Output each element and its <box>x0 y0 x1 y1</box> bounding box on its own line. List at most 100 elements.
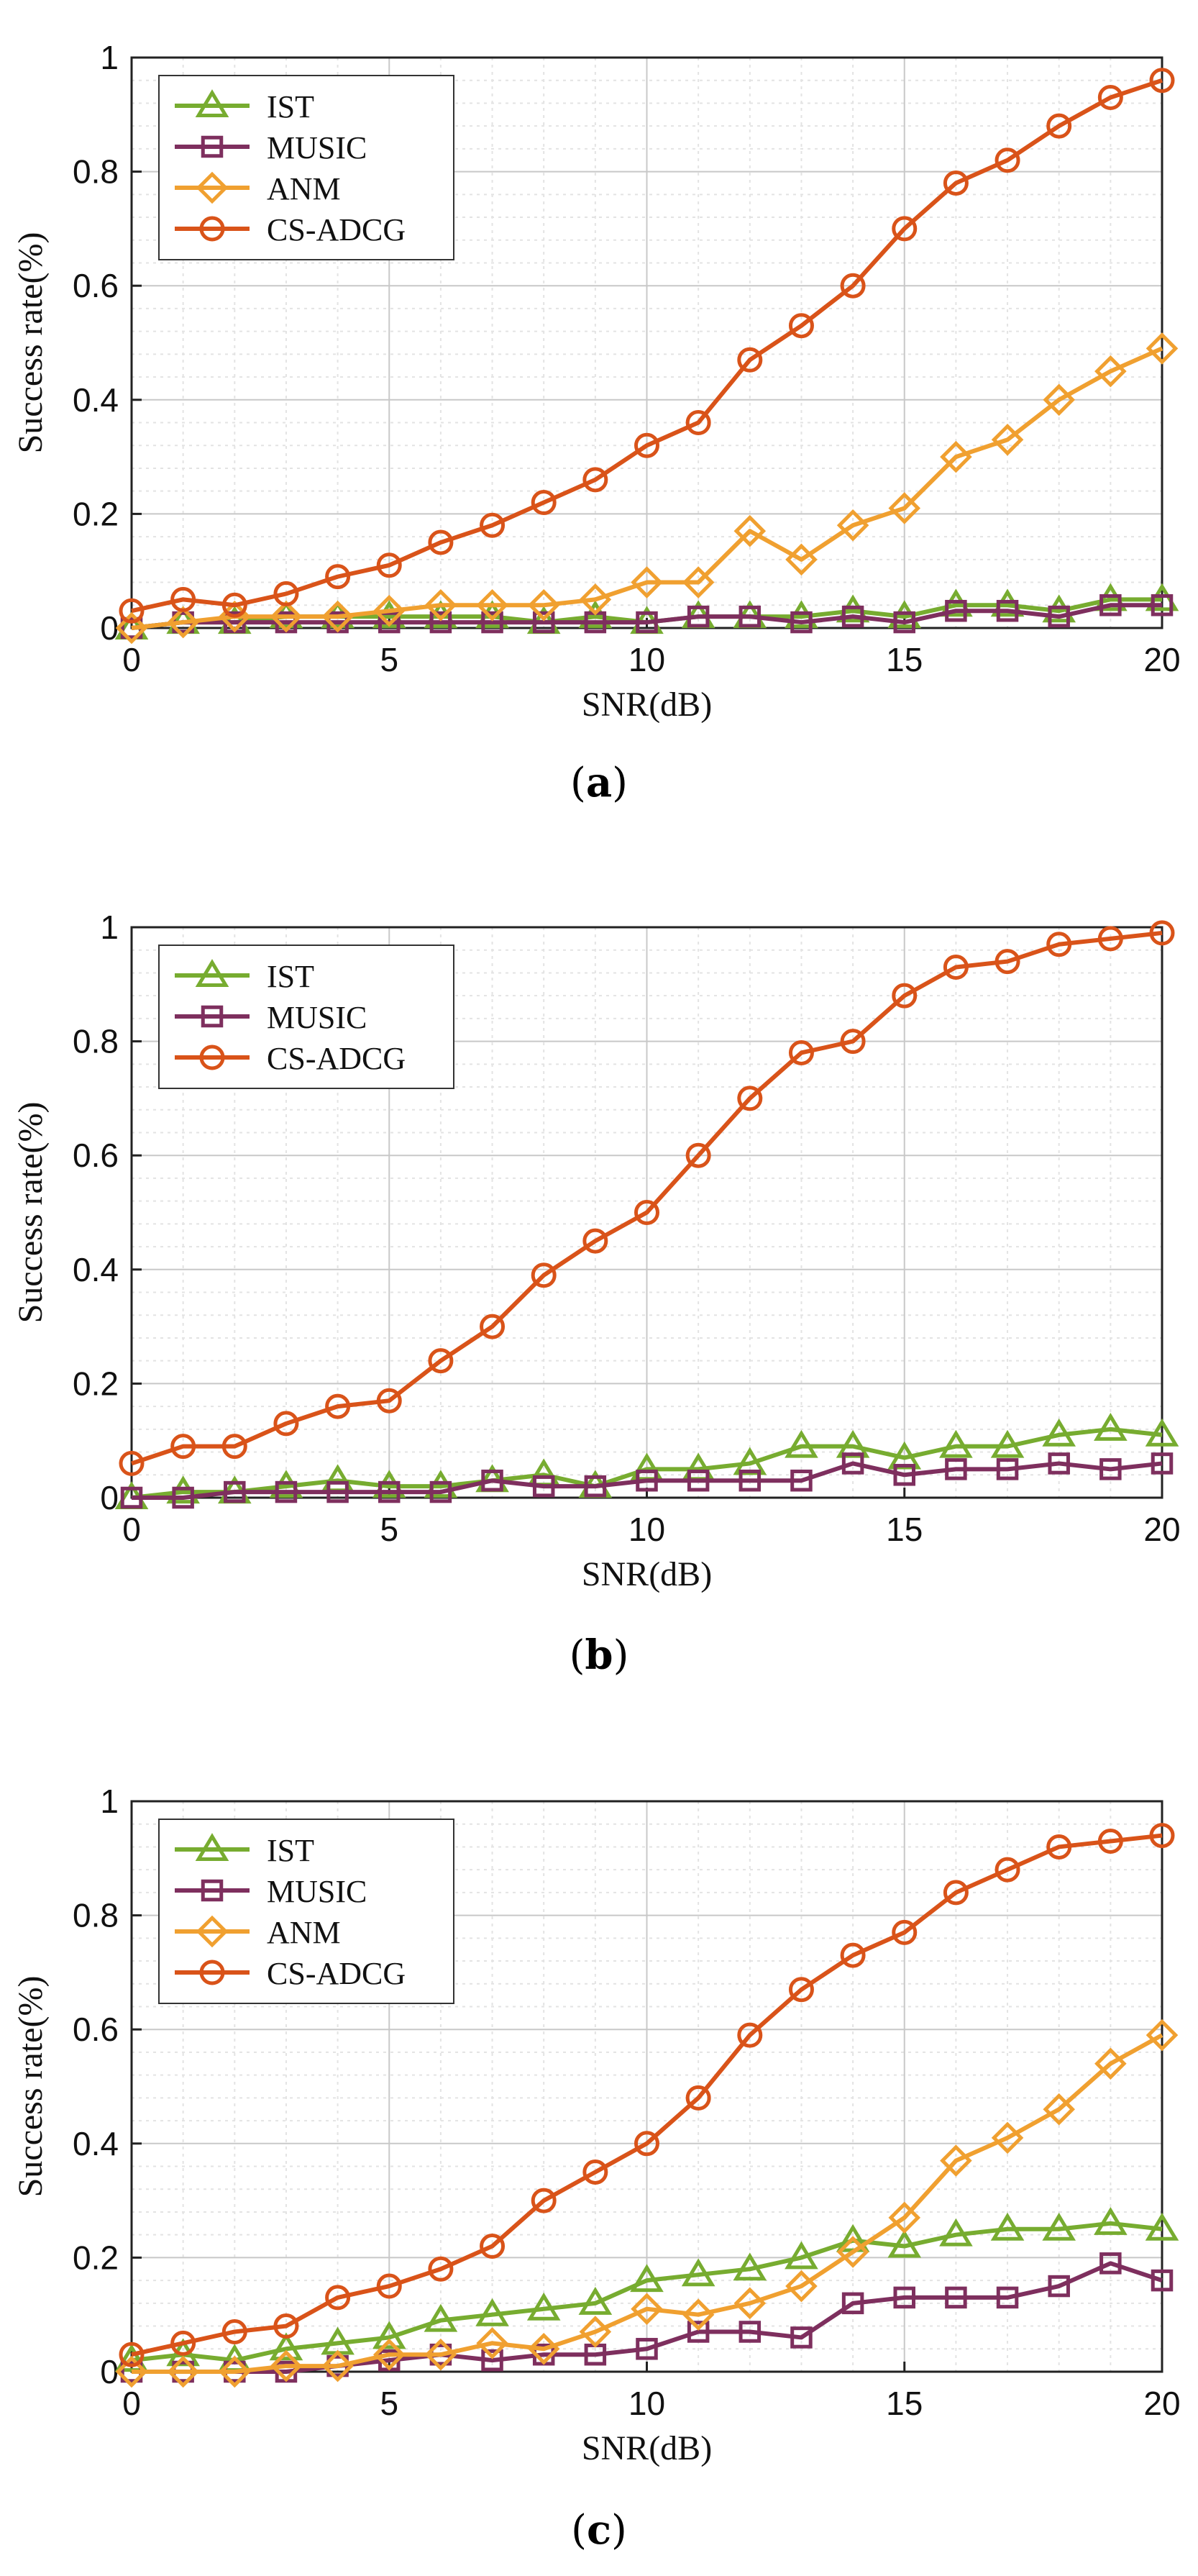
data-point <box>1048 605 1070 628</box>
y-axis-label: Success rate(%) <box>12 1976 50 2198</box>
data-point <box>945 1458 967 1480</box>
data-point <box>836 594 870 623</box>
data-point <box>888 2201 921 2234</box>
series-music <box>120 1452 1174 1509</box>
data-point <box>945 599 967 622</box>
data-point <box>1145 2212 1179 2241</box>
data-point <box>790 611 813 634</box>
data-point <box>481 1469 503 1492</box>
data-point <box>1043 383 1075 417</box>
data-point <box>475 600 509 629</box>
data-point <box>788 1039 814 1065</box>
data-point <box>1145 583 1179 611</box>
legend-item-anm: ANM <box>175 1915 341 1950</box>
data-point <box>631 2293 663 2326</box>
legend-marker <box>199 1960 225 1985</box>
x-axis-label: SNR(dB) <box>582 2429 712 2467</box>
data-point <box>1046 1834 1072 1860</box>
data-point <box>994 1857 1020 1883</box>
data-point <box>1046 932 1072 957</box>
data-point <box>429 611 452 634</box>
data-point <box>634 2131 659 2157</box>
data-point <box>681 2258 715 2287</box>
data-point <box>788 1977 814 2003</box>
legend-label: IST <box>267 89 314 124</box>
x-axis-label: SNR(dB) <box>582 686 712 724</box>
data-point <box>1146 332 1179 365</box>
data-point <box>631 566 663 599</box>
data-point <box>1151 2269 1174 2292</box>
x-tick-label: 20 <box>1143 2385 1180 2422</box>
data-point <box>1094 2206 1128 2235</box>
series-cs-adcg <box>119 1823 1175 2367</box>
series-anm <box>115 332 1179 645</box>
data-point <box>428 1348 454 1374</box>
data-point <box>887 2229 922 2258</box>
data-point <box>737 1086 763 1111</box>
data-point <box>1097 85 1123 111</box>
y-tick-label: 0.8 <box>73 153 119 191</box>
data-point <box>424 2303 458 2332</box>
data-point <box>892 216 918 242</box>
data-point <box>579 583 612 616</box>
x-tick-label: 20 <box>1143 1511 1180 1548</box>
legend-label: CS-ADCG <box>267 1041 406 1076</box>
data-point <box>841 1452 864 1475</box>
y-tick-label: 0.2 <box>73 2239 119 2276</box>
data-point <box>1149 920 1175 946</box>
data-point <box>578 2286 613 2315</box>
legend-item-cs-adcg: CS-ADCG <box>175 1956 406 1991</box>
data-point <box>275 1480 298 1503</box>
data-point <box>790 1469 813 1492</box>
data-point <box>475 2298 509 2326</box>
legend-marker <box>196 1915 229 1948</box>
data-point <box>578 600 613 629</box>
data-point <box>1097 926 1123 952</box>
data-point <box>939 2218 973 2247</box>
data-point <box>120 1486 143 1509</box>
data-point <box>990 2212 1025 2241</box>
legend-marker <box>195 1833 229 1861</box>
y-axis-label: Success rate(%) <box>12 232 50 454</box>
data-point <box>376 2273 402 2299</box>
data-point <box>1043 2093 1075 2126</box>
data-point <box>785 600 818 629</box>
data-point <box>273 1411 299 1437</box>
data-point <box>480 2234 506 2259</box>
data-point <box>532 1475 555 1498</box>
data-point <box>685 410 711 436</box>
y-tick-label: 1 <box>100 1783 119 1820</box>
data-point <box>273 581 299 606</box>
data-point <box>1099 594 1122 616</box>
data-point <box>424 1470 458 1498</box>
data-point <box>996 1458 1019 1480</box>
y-tick-label: 1 <box>100 39 119 76</box>
data-point <box>526 2292 561 2321</box>
data-point <box>372 2338 406 2371</box>
data-point <box>378 1480 401 1503</box>
data-point <box>737 347 763 373</box>
data-point <box>372 1470 406 1498</box>
data-point <box>940 2144 972 2177</box>
data-point <box>172 1486 194 1509</box>
legend-item-anm: ANM <box>175 171 341 206</box>
data-point <box>733 2252 767 2281</box>
legend-label: IST <box>267 1833 314 1868</box>
legend-marker <box>196 171 229 204</box>
series-line <box>131 1833 1163 2357</box>
series-line <box>132 1461 1163 1500</box>
series-line <box>132 2033 1163 2374</box>
legend-label: CS-ADCG <box>267 212 406 247</box>
data-point <box>1151 594 1174 616</box>
y-tick-label: 1 <box>100 909 119 946</box>
x-tick-label: 0 <box>122 2385 141 2422</box>
data-point <box>1149 1823 1175 1849</box>
data-point <box>739 1469 762 1492</box>
legend-label: MUSIC <box>267 130 367 165</box>
data-point <box>424 588 457 622</box>
data-point <box>1094 583 1128 611</box>
legend-marker <box>195 959 229 987</box>
data-point <box>119 1450 145 1476</box>
data-point <box>270 2349 303 2382</box>
